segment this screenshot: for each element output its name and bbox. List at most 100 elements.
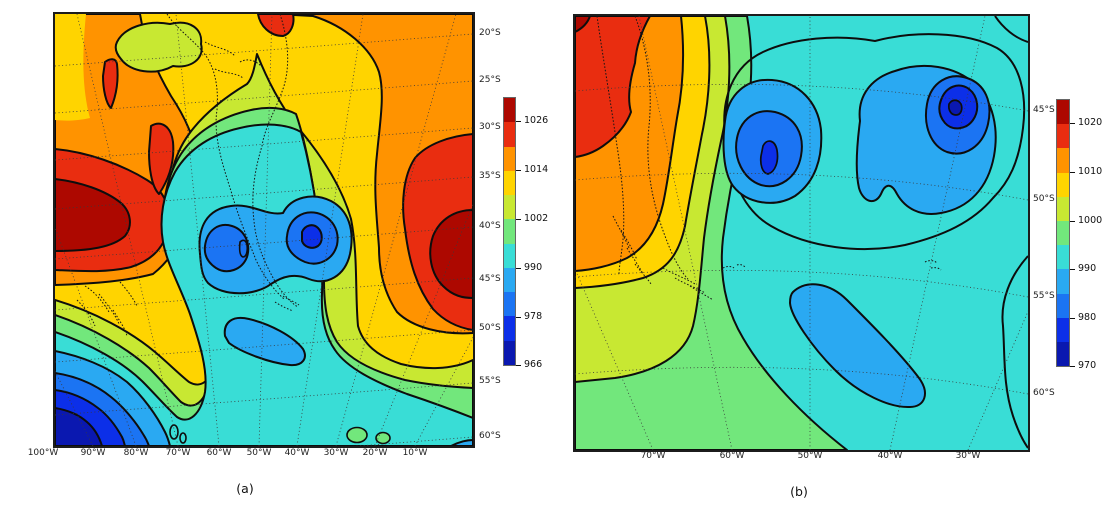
colorbar-band xyxy=(504,122,515,147)
colorbar-band xyxy=(1057,245,1069,270)
caption-b: (b) xyxy=(790,484,808,499)
colorbar-a-tick xyxy=(516,219,521,220)
colorbar-band xyxy=(504,292,515,317)
b-x-tick-1: 60°W xyxy=(719,451,745,461)
a-x-tick-6: 40°W xyxy=(284,448,310,458)
colorbar-band xyxy=(504,146,515,171)
colorbar-b-tick xyxy=(1070,318,1075,319)
contour-topright-corner xyxy=(994,16,1028,43)
colorbar-band xyxy=(504,267,515,293)
colorbar-band xyxy=(504,340,515,365)
green-island-north xyxy=(114,21,203,73)
a-y-tick-2: 30°S xyxy=(479,122,501,132)
a-y-tick-3: 35°S xyxy=(479,171,501,181)
colorbar-band xyxy=(1057,196,1069,221)
a-cb-label-4: 978 xyxy=(524,311,543,322)
b-y-tick-0: 45°S xyxy=(1033,105,1055,115)
contour-right-edge xyxy=(1001,255,1028,449)
colorbar-b-tick xyxy=(1070,123,1075,124)
a-x-tick-9: 10°W xyxy=(402,448,428,458)
corner-low-navy xyxy=(55,407,103,446)
a-y-tick-8: 60°S xyxy=(479,431,501,441)
contour-bands-a xyxy=(55,14,473,446)
colorbar-band xyxy=(504,219,515,244)
colorbar-b-tick xyxy=(1070,172,1075,173)
colorbar-a-tick xyxy=(516,121,521,122)
darkred-corner xyxy=(575,16,591,33)
a-x-tick-4: 60°W xyxy=(206,448,232,458)
a-y-tick-7: 55°S xyxy=(479,376,501,386)
red-high-patagonia xyxy=(575,16,651,158)
contour-bands-b xyxy=(575,16,1028,450)
colorbar-band xyxy=(504,170,515,196)
small-cyan-island-1 xyxy=(169,424,179,440)
b-y-tick-3: 60°S xyxy=(1033,388,1055,398)
panel-b-contour-plot xyxy=(575,16,1028,450)
b-x-tick-2: 50°W xyxy=(797,451,823,461)
a-x-tick-8: 20°W xyxy=(362,448,388,458)
darkred-core-right xyxy=(429,209,473,299)
colorbar-band xyxy=(1057,317,1069,342)
a-y-tick-1: 25°S xyxy=(479,75,501,85)
small-green-island-2 xyxy=(375,431,391,445)
colorbar-a xyxy=(503,97,516,366)
b-cb-label-1: 1010 xyxy=(1078,166,1103,177)
a-y-tick-5: 45°S xyxy=(479,274,501,284)
colorbar-band xyxy=(1057,220,1069,246)
panel-a-contour-plot xyxy=(55,14,473,446)
a-x-tick-7: 30°W xyxy=(323,448,349,458)
low-west-core xyxy=(759,140,779,175)
a-x-tick-3: 70°W xyxy=(165,448,191,458)
b-x-tick-0: 70°W xyxy=(640,451,666,461)
low-core-east xyxy=(301,224,323,249)
a-x-tick-1: 90°W xyxy=(80,448,106,458)
a-cb-label-5: 966 xyxy=(524,359,543,370)
panel-b-map xyxy=(573,14,1030,452)
low-east-navy-core xyxy=(947,99,963,116)
a-cb-label-3: 990 xyxy=(524,262,543,273)
colorbar-band xyxy=(1057,293,1069,318)
red-sliver-andes xyxy=(148,122,175,195)
colorbar-b xyxy=(1056,99,1070,367)
colorbar-band xyxy=(1057,148,1069,173)
b-x-tick-3: 40°W xyxy=(877,451,903,461)
a-y-tick-6: 50°S xyxy=(479,323,501,333)
colorbar-band xyxy=(504,316,515,341)
colorbar-a-tick xyxy=(516,268,521,269)
b-cb-label-4: 980 xyxy=(1078,312,1097,323)
coastline-patagonia xyxy=(596,16,942,301)
colorbar-b-tick xyxy=(1070,269,1075,270)
colorbar-band xyxy=(1057,124,1069,149)
low-center-west xyxy=(203,224,250,273)
a-x-tick-2: 80°W xyxy=(123,448,149,458)
colorbar-b-tick xyxy=(1070,221,1075,222)
sky-sliver-corner-br xyxy=(450,439,473,446)
colorbar-band xyxy=(1057,172,1069,197)
b-cb-label-3: 990 xyxy=(1078,263,1097,274)
a-x-tick-0: 100°W xyxy=(27,448,59,458)
gold-wedge-topleft xyxy=(55,14,90,121)
colorbar-a-tick xyxy=(516,365,521,366)
colorbar-band xyxy=(1057,269,1069,294)
a-cb-label-2: 1002 xyxy=(524,213,549,224)
colorbar-b-tick xyxy=(1070,366,1075,367)
panel-a-map xyxy=(53,12,475,448)
graticule-a xyxy=(55,14,473,446)
colorbar-a-tick xyxy=(516,170,521,171)
small-cyan-island-2 xyxy=(179,432,187,444)
darkred-core-left xyxy=(55,178,131,252)
small-green-island-1 xyxy=(346,426,368,444)
colorbar-band xyxy=(504,243,515,268)
weak-low-southeast xyxy=(789,283,926,409)
colorbar-band xyxy=(504,195,515,220)
colorbar-band xyxy=(504,98,515,123)
b-cb-label-5: 970 xyxy=(1078,360,1097,371)
b-x-tick-4: 30°W xyxy=(955,451,981,461)
low-dot-middle xyxy=(238,239,249,258)
a-cb-label-0: 1026 xyxy=(524,115,549,126)
a-y-tick-4: 40°S xyxy=(479,221,501,231)
colorbar-a-tick xyxy=(516,317,521,318)
colorbar-band xyxy=(1057,341,1069,367)
colorbar-band xyxy=(1057,100,1069,125)
